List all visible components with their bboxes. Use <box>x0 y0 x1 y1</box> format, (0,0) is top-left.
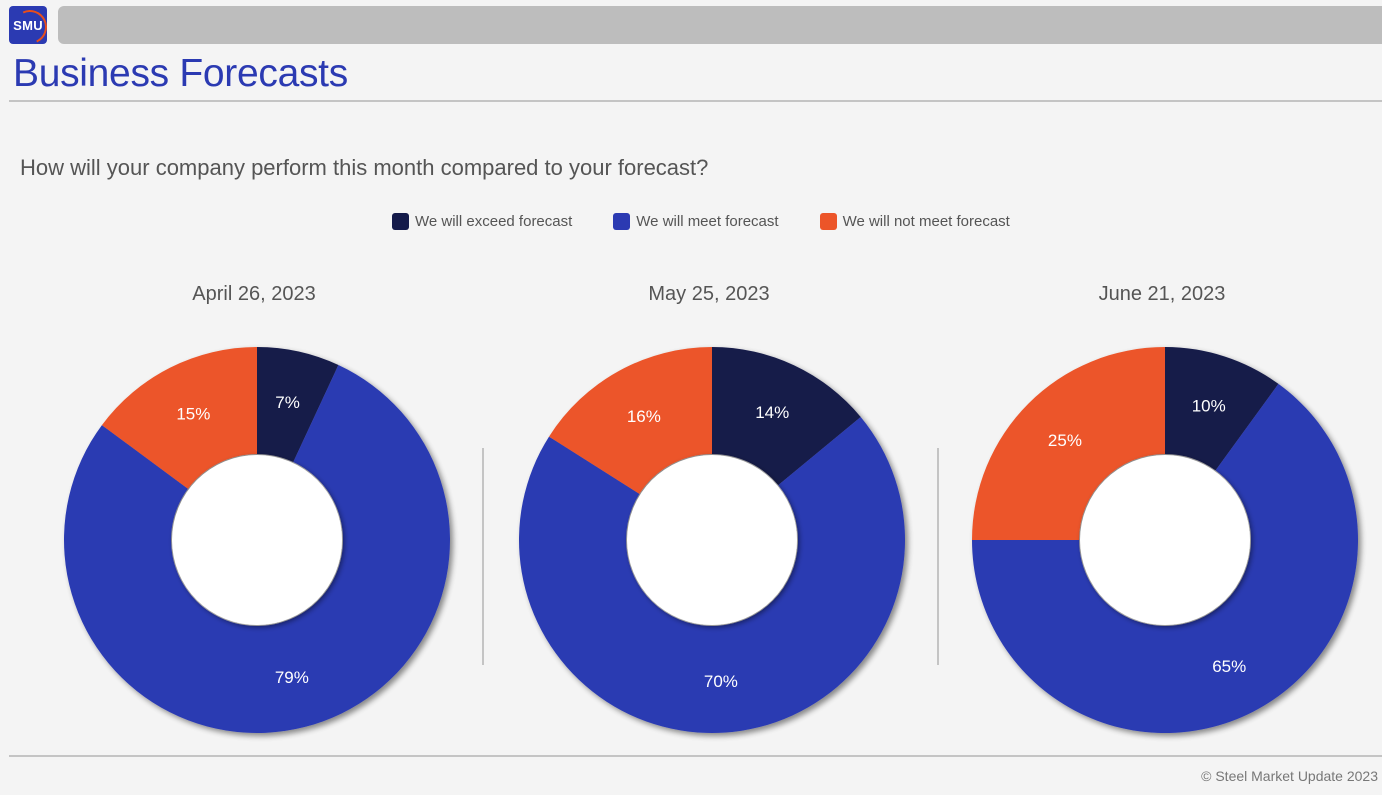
donut-hole <box>1080 455 1250 625</box>
legend-swatch-meet <box>613 213 631 230</box>
donut-slice-meet[interactable] <box>519 416 905 733</box>
legend-label-meet: We will meet forecast <box>636 213 779 230</box>
legend-item-not-meet: We will not meet forecast <box>819 213 1010 230</box>
legend-item-meet: We will meet forecast <box>613 213 779 230</box>
legend-swatch-exceed <box>392 213 409 230</box>
donut-slice-exceed[interactable] <box>712 347 861 486</box>
donut-chart-may: 14% 70% 16% <box>519 347 905 733</box>
legend-item-exceed: We will exceed forecast <box>392 213 572 230</box>
footer-divider <box>9 755 1382 757</box>
legend-label-exceed: We will exceed forecast <box>415 213 573 230</box>
chart-divider-2 <box>937 448 939 665</box>
donut-slice-not-meet[interactable] <box>101 347 258 489</box>
donut-slice-not-meet[interactable] <box>972 347 1165 540</box>
donut-slice-not-meet[interactable] <box>549 347 712 494</box>
donut-slice-exceed[interactable] <box>1165 347 1279 471</box>
donut-label-exceed: 7% <box>275 393 300 412</box>
header-divider <box>9 100 1382 102</box>
donut-label-exceed: 10% <box>1192 396 1226 415</box>
chart-divider-1 <box>482 448 484 665</box>
donut-label-not-meet: 25% <box>1048 431 1082 450</box>
donut-chart-april: 7% 79% 15% <box>63 347 451 733</box>
legend-label-not-meet: We will not meet forecast <box>842 213 1010 230</box>
donut-slice-exceed[interactable] <box>257 347 339 463</box>
donut-label-not-meet: 15% <box>176 405 210 424</box>
chart-title-april: April 26, 2023 <box>192 283 316 305</box>
donut-slice-meet[interactable] <box>972 383 1358 733</box>
donut-slice-meet[interactable] <box>63 365 451 733</box>
top-bar <box>58 6 1382 44</box>
chart-title-may: May 25, 2023 <box>648 283 770 305</box>
legend: We will exceed forecast We will meet for… <box>392 213 1010 230</box>
donut-label-meet: 79% <box>275 668 309 687</box>
page-title: Business Forecasts <box>13 52 348 95</box>
donut-label-not-meet: 16% <box>627 407 661 426</box>
chart-question: How will your company perform this month… <box>20 155 709 180</box>
donut-hole <box>172 455 342 625</box>
legend-swatch-not-meet <box>819 213 837 230</box>
donut-label-meet: 70% <box>704 672 738 691</box>
donut-hole <box>627 455 797 625</box>
chart-title-june: June 21, 2023 <box>1098 283 1226 305</box>
logo-text: SMU <box>13 17 43 33</box>
donut-chart-june: 10% 65% 25% <box>972 347 1358 733</box>
donut-label-exceed: 14% <box>755 403 789 422</box>
smu-logo[interactable]: SMU <box>9 6 47 44</box>
copyright: © Steel Market Update 2023 <box>1201 768 1378 784</box>
donut-label-meet: 65% <box>1212 657 1246 676</box>
